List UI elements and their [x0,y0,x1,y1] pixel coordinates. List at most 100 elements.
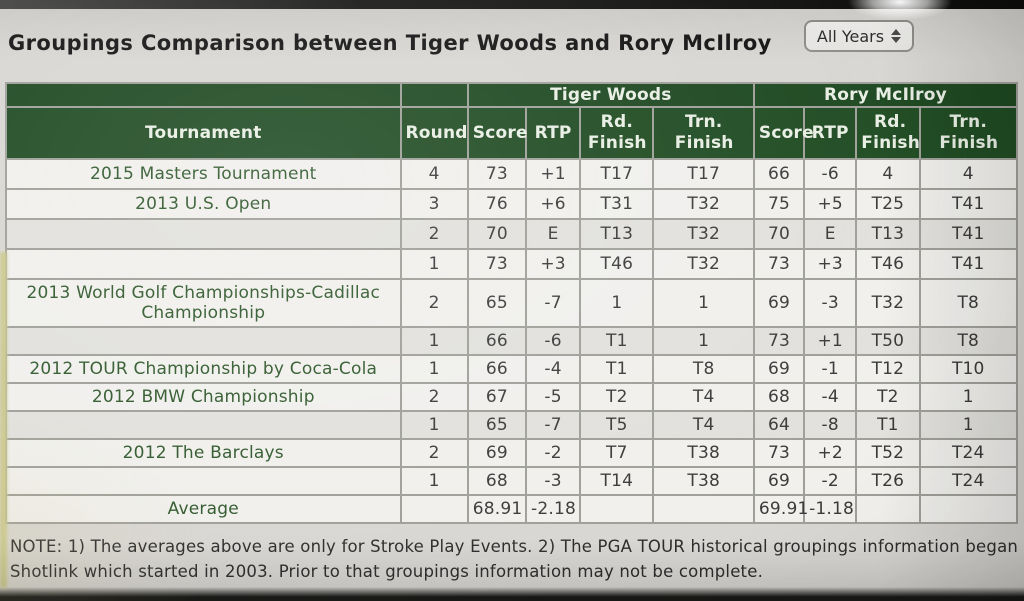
column-header-row: Tournament Round Score RTP Rd. Finish Tr… [5,106,1018,160]
footnote: NOTE: 1) The averages above are only for… [10,534,1024,584]
rm-score-cell: 69 [752,466,806,496]
footnote-line2: Shotlink which started in 2003. Prior to… [10,562,764,581]
footnote-line1: NOTE: 1) The averages above are only for… [10,537,1024,556]
tournament-column-header: Tournament [5,106,402,160]
tw-trn-finish-cell: T32 [652,218,755,250]
tw-trn-finish-cell: T38 [652,466,755,496]
tw-trn-finish-cell: T17 [652,158,755,190]
round-cell: 1 [399,248,469,280]
tw-rd-finish-column-header: Rd. Finish [579,106,655,160]
rm-rtp-cell: -2 [803,466,858,496]
rory-mcilroy-group-header: Rory McIlroy [752,82,1019,108]
tournament-cell[interactable]: 2012 BMW Championship [5,382,402,412]
rm-score-cell: 70 [752,218,806,250]
rm-rd-finish-cell: 4 [855,158,921,190]
tw-rtp-cell: -3 [524,466,582,496]
rm-trn-finish-cell: T41 [918,248,1018,280]
tw-score-column-header: Score [466,106,527,160]
tw-score-cell: 65 [466,410,527,440]
tw-trn-finish-cell: T32 [652,248,755,280]
tournament-cell [5,248,402,280]
rm-rd-finish-cell: T12 [855,354,921,384]
tw-trn-finish-cell: 1 [652,278,755,328]
rm-trn-finish-cell: 1 [918,382,1018,412]
tw-rd-finish-cell: T1 [579,326,655,356]
photo-left-artifact [0,252,7,588]
rm-average-rtp-cell: -1.18 [803,494,858,524]
rm-trn-finish-column-header: Trn. Finish [918,106,1018,160]
tw-rd-finish-cell: 1 [579,278,655,328]
round-cell: 1 [399,326,469,356]
tournament-cell [5,326,402,356]
tw-score-cell: 76 [466,188,527,220]
round-cell: 2 [399,382,469,412]
table-row: 2013 U.S. Open 3 76 +6 T31 T32 75 +5 T25… [5,188,1018,220]
tw-rtp-cell: +1 [524,158,582,190]
rm-rtp-cell: +3 [803,248,858,280]
rm-rtp-cell: -3 [803,278,858,328]
tw-average-rtp-cell: -2.18 [524,494,582,524]
tw-score-cell: 67 [466,382,527,412]
tw-rd-finish-cell: T7 [579,438,655,468]
tournament-cell [5,466,402,496]
tw-rd-finish-cell: T31 [579,188,655,220]
player-group-header-row: Tiger Woods Rory McIlroy [5,82,1019,108]
rm-rd-finish-cell: T26 [855,466,921,496]
rm-score-column-header: Score [752,106,814,160]
table-row: 2015 Masters Tournament 4 73 +1 T17 T17 … [5,158,1018,190]
table-row: 1 66 -6 T1 1 73 +1 T50 T8 [5,326,1018,356]
tw-trn-finish-column-header: Trn. Finish [652,106,755,160]
table-row: 1 73 +3 T46 T32 73 +3 T46 T41 [5,248,1018,280]
rm-trn-finish-cell: T10 [918,354,1018,384]
rm-rd-finish-column-header: Rd. Finish [855,106,921,160]
rm-rtp-cell: -6 [803,158,858,190]
tournament-cell[interactable]: 2012 The Barclays [5,438,402,468]
round-column-header: Round [399,106,469,160]
tw-rd-finish-cell: T5 [579,410,655,440]
tournament-cell [5,410,402,440]
table-row: 1 65 -7 T5 T4 64 -8 T1 1 [5,410,1018,440]
rm-score-cell: 73 [752,326,806,356]
round-cell: 1 [399,410,469,440]
rm-rtp-column-header: RTP [803,106,858,160]
rm-rd-finish-cell: T32 [855,278,921,328]
tw-rd-finish-cell: T17 [579,158,655,190]
tw-average-score-cell: 68.91 [466,494,527,524]
tw-rtp-cell: -5 [524,382,582,412]
rm-rd-finish-cell: T25 [855,188,921,220]
tw-trn-finish-cell: T32 [652,188,755,220]
rm-trn-finish-cell: 1 [918,410,1018,440]
year-filter-select[interactable]: All Years [804,20,914,52]
tournament-cell[interactable]: 2013 U.S. Open [5,188,402,220]
tw-rd-finish-cell [579,494,655,524]
rm-rtp-cell: -8 [803,410,858,440]
tournament-cell[interactable]: 2012 TOUR Championship by Coca-Cola [5,354,402,384]
rm-rd-finish-cell: T46 [855,248,921,280]
rm-rd-finish-cell: T2 [855,382,921,412]
tw-rtp-cell: +3 [524,248,582,280]
tournament-cell[interactable]: 2015 Masters Tournament [5,158,402,190]
round-cell: 2 [399,278,469,328]
rm-rtp-cell: E [803,218,858,250]
round-cell [399,494,469,524]
tw-rd-finish-label: Rd. Finish [587,111,647,153]
rm-rtp-cell: +1 [803,326,858,356]
average-label-cell: Average [5,494,402,524]
rm-rtp-cell: +2 [803,438,858,468]
table-row: 1 68 -3 T14 T38 69 -2 T26 T24 [5,466,1018,496]
tw-rd-finish-cell: T13 [579,218,655,250]
rm-score-cell: 64 [752,410,806,440]
tw-score-cell: 66 [466,326,527,356]
tournament-cell[interactable]: 2013 World Golf Championships-Cadillac C… [5,278,402,328]
rm-rd-finish-cell [855,494,921,524]
tw-rtp-cell: -4 [524,354,582,384]
group-header-spacer [5,82,402,108]
round-cell: 3 [399,188,469,220]
table-row: 2013 World Golf Championships-Cadillac C… [5,278,1018,328]
tw-trn-finish-cell: 1 [652,326,755,356]
tw-trn-finish-label: Trn. Finish [674,111,734,153]
rm-trn-finish-cell: T24 [918,438,1018,468]
tw-rd-finish-cell: T14 [579,466,655,496]
tw-score-cell: 69 [466,438,527,468]
